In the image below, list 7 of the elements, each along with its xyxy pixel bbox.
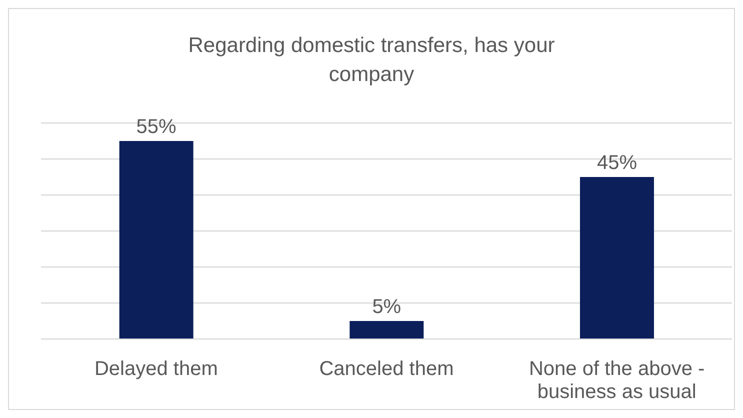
- chart-title: Regarding domestic transfers, has your company: [187, 33, 556, 88]
- data-label: 45%: [596, 152, 638, 174]
- data-label: 5%: [372, 296, 402, 318]
- data-label: 55%: [136, 116, 177, 138]
- x-tick-label: None of the above - business as usual: [528, 358, 705, 403]
- x-tick-label: Delayed them: [94, 358, 218, 380]
- x-tick-label: Canceled them: [319, 358, 454, 380]
